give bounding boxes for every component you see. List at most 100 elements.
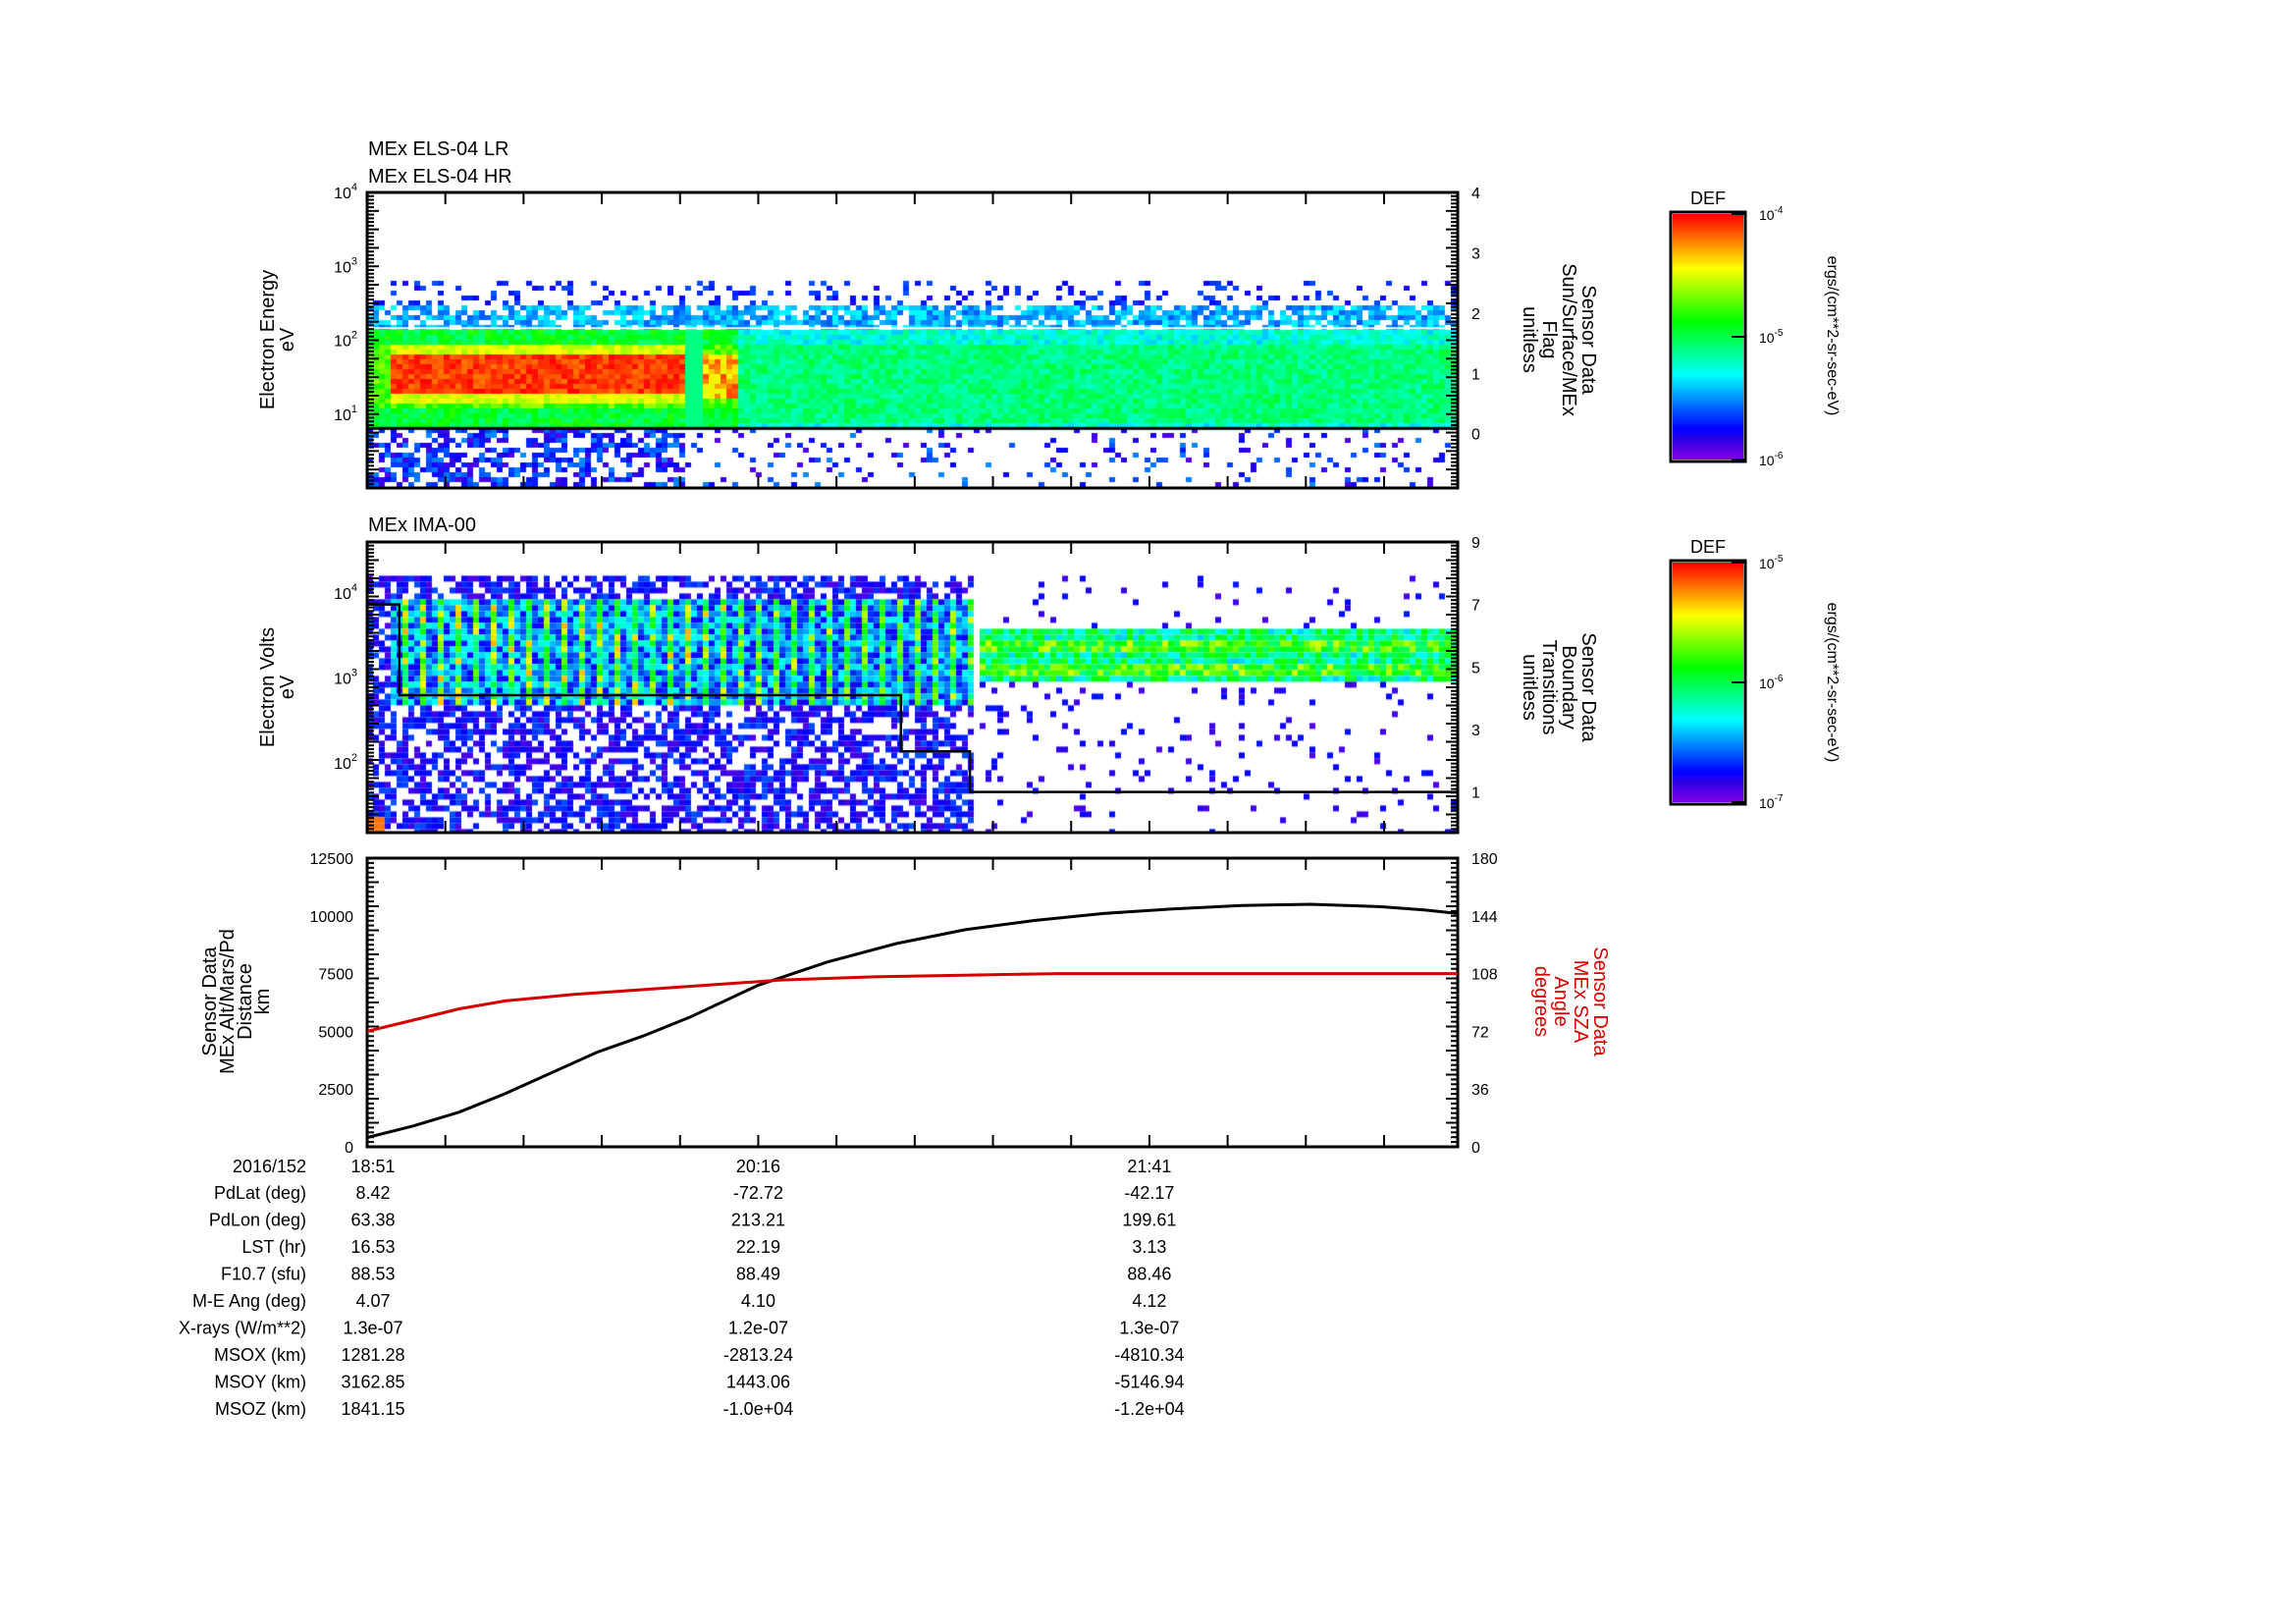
y2tick-label: 4 <box>1471 186 1480 202</box>
els-ylabel-line1: Electron Energy <box>257 270 279 409</box>
orbit-ylabel: Sensor Data MEx Alt/Mars/Pd Distance km <box>199 929 274 1074</box>
y2tick-label: 5 <box>1471 660 1480 676</box>
ephemeris-value: -42.17 <box>1124 1183 1174 1203</box>
ytick-label: 101 <box>334 404 357 424</box>
ephemeris-value: 1.2e-07 <box>728 1319 788 1338</box>
generated-marks: 1011021031040123410210310413579025005000… <box>179 182 1784 1419</box>
ephemeris-value: -72.72 <box>733 1183 783 1203</box>
ima-y2label-line2: Boundary <box>1558 645 1579 730</box>
ephemeris-value: -4810.34 <box>1114 1345 1184 1365</box>
els-y2label-line1: Sensor Data <box>1577 285 1599 395</box>
panel-frame-0 <box>365 190 1460 490</box>
ytick-label: 5000 <box>318 1024 353 1041</box>
y2tick-label: 144 <box>1471 909 1498 926</box>
ephemeris-value: 1443.06 <box>726 1373 790 1392</box>
orbit-y2label-line1: Sensor Data <box>1589 947 1611 1056</box>
ima-spectrogram <box>367 542 1458 833</box>
ephemeris-value: 8.42 <box>355 1183 390 1203</box>
ima-ylabel-line2: eV <box>277 675 298 699</box>
ima-colorbar-units: ergs/(cm**2-sr-sec-eV) <box>1824 603 1841 763</box>
series-line-mex-sza <box>366 972 1458 1033</box>
ephemeris-label: MSOY (km) <box>214 1373 306 1392</box>
time-label: 18:51 <box>350 1157 395 1176</box>
y2tick-label: 72 <box>1471 1024 1489 1041</box>
orbit-y2label-line4: degrees <box>1530 966 1552 1037</box>
ytick-exp: 4 <box>351 582 357 594</box>
ytick-label: 7500 <box>318 967 353 984</box>
els-y2label: Sensor Data Sun/Surface/MEx Flag unitles… <box>1519 263 1599 416</box>
ephemeris-value: -1.0e+04 <box>723 1399 794 1419</box>
ytick-exp: 2 <box>351 752 357 764</box>
y2tick-label: 2 <box>1471 306 1480 323</box>
y2tick-label: 1 <box>1471 785 1480 802</box>
ytick-label: 103 <box>334 255 357 276</box>
ima-colorbar-title: DEF <box>1690 537 1726 557</box>
ytick-base: 10 <box>334 756 351 773</box>
ytick-label: 102 <box>334 752 357 773</box>
ytick-exp: 4 <box>351 182 357 193</box>
ytick-exp: 3 <box>351 667 357 678</box>
y2tick-label: 108 <box>1471 967 1498 984</box>
ephemeris-label: F10.7 (sfu) <box>221 1265 306 1284</box>
ytick-label: 102 <box>334 330 357 351</box>
ephemeris-value: 4.12 <box>1132 1291 1166 1311</box>
ima-y2label-line3: Transitions <box>1538 639 1560 734</box>
ima-y2label: Sensor Data Boundary Transitions unitles… <box>1519 632 1599 742</box>
ima-y2label-line4: unitless <box>1519 654 1540 721</box>
colorbar-tick-label: 10-5 <box>1759 554 1784 571</box>
ytick-base: 10 <box>334 671 351 687</box>
ephemeris-label: MSOZ (km) <box>215 1399 306 1419</box>
els-ylabel: Electron Energy eV <box>257 270 298 409</box>
els-y2label-line3: Flag <box>1538 321 1560 359</box>
y2tick-label: 1 <box>1471 366 1480 383</box>
ytick-exp: 2 <box>351 330 357 342</box>
ima-title: MEx IMA-00 <box>368 514 476 536</box>
time-label: 21:41 <box>1127 1157 1171 1176</box>
ephemeris-date: 2016/152 <box>233 1157 306 1176</box>
ytick-exp: 1 <box>351 404 357 415</box>
boundary-transitions-line <box>367 603 1458 793</box>
orbit-ylabel-line3: Distance <box>235 963 256 1040</box>
ephemeris-value: 3162.85 <box>341 1373 404 1392</box>
ima-ylabel: Electron Volts eV <box>257 627 298 747</box>
ytick-base: 10 <box>334 334 351 351</box>
colorbar-tick-label: 10-6 <box>1759 451 1784 468</box>
ephemeris-value: 1.3e-07 <box>1119 1319 1179 1338</box>
ephemeris-value: 1281.28 <box>341 1345 404 1365</box>
ephemeris-label: X-rays (W/m**2) <box>179 1319 306 1338</box>
orbit-ylabel-line1: Sensor Data <box>199 947 221 1056</box>
ytick-label: 104 <box>334 582 357 603</box>
els-colorbar-units-text: ergs/(cm**2-sr-sec-eV) <box>1824 256 1841 416</box>
ytick-base: 10 <box>334 186 351 202</box>
colorbar-tick-label: 10-4 <box>1759 205 1784 223</box>
y2tick-label: 3 <box>1471 245 1480 262</box>
orbit-y2label: Sensor Data MEx SZA Angle degrees <box>1530 947 1611 1056</box>
ephemeris-label: PdLat (deg) <box>214 1183 306 1203</box>
orbit-y2label-line3: Angle <box>1550 976 1572 1026</box>
y2tick-label: 0 <box>1471 1140 1480 1157</box>
colorbar-tick-label: 10-7 <box>1759 793 1784 811</box>
ephemeris-value: 199.61 <box>1122 1211 1176 1230</box>
y2tick-label: 3 <box>1471 723 1480 739</box>
ephemeris-label: M-E Ang (deg) <box>192 1291 306 1311</box>
els-spectrogram <box>367 192 1458 488</box>
els-y2label-line4: unitless <box>1519 306 1540 373</box>
ytick-label: 2500 <box>318 1082 353 1099</box>
orbit-ylabel-line4: km <box>252 989 274 1015</box>
y2tick-label: 0 <box>1471 427 1480 444</box>
ytick-exp: 3 <box>351 255 357 267</box>
els-title-hr: MEx ELS-04 HR <box>368 166 512 188</box>
orbit-y2label-line2: MEx SZA <box>1570 960 1591 1044</box>
ytick-label: 103 <box>334 667 357 687</box>
ephemeris-value: 1841.15 <box>341 1399 404 1419</box>
orbit-ylabel-line2: MEx Alt/Mars/Pd <box>217 929 239 1074</box>
ephemeris-value: 88.53 <box>350 1265 395 1284</box>
time-label: 20:16 <box>736 1157 780 1176</box>
els-colorbar-units: ergs/(cm**2-sr-sec-eV) <box>1824 256 1841 416</box>
y2tick-label: 180 <box>1471 851 1498 868</box>
y2tick-label: 9 <box>1471 535 1480 552</box>
y2tick-label: 36 <box>1471 1082 1489 1099</box>
ephemeris-value: 63.38 <box>350 1211 395 1230</box>
series-line-mex-alt <box>366 902 1459 1140</box>
